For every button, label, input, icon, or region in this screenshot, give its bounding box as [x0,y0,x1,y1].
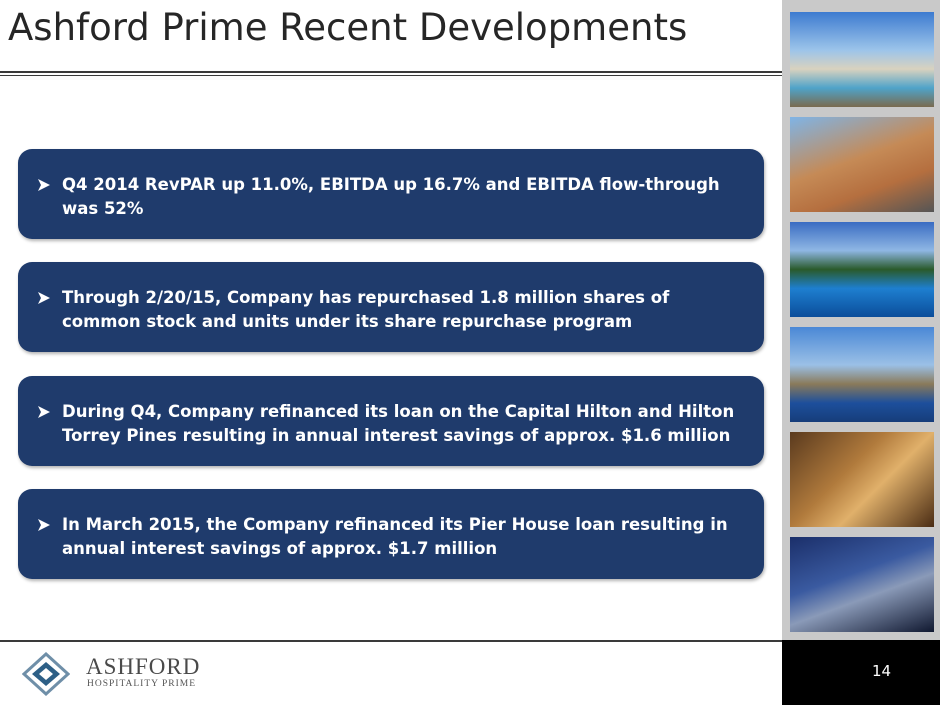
photo [790,12,934,107]
bullet-box: Through 2/20/15, Company has repurchased… [18,262,764,352]
bullet-box: In March 2015, the Company refinanced it… [18,489,764,579]
slide-title: Ashford Prime Recent Developments [8,6,688,49]
bullet-arrow [38,519,50,531]
bullet-arrow [38,406,50,418]
bullet-arrow [38,292,50,304]
logo-mark [22,652,70,696]
bullet-text: In March 2015, the Company refinanced it… [62,515,728,558]
photo [790,537,934,632]
logo-subtitle: HOSPITALITY PRIME [87,679,197,689]
title-rule [0,75,782,76]
bullet-arrow [38,179,50,191]
title-rule [0,71,782,73]
footer-rule [0,640,782,642]
photo [790,117,934,212]
logo-name: ASHFORD [86,654,201,679]
photo-column [782,0,940,640]
photo [790,432,934,527]
page-number: 14 [872,662,892,680]
bullet-box: Q4 2014 RevPAR up 11.0%, EBITDA up 16.7%… [18,149,764,239]
page-number-box: 14 [782,640,940,705]
bullet-text: Q4 2014 RevPAR up 11.0%, EBITDA up 16.7%… [62,175,720,218]
photo [790,222,934,317]
bullet-text: During Q4, Company refinanced its loan o… [62,402,735,445]
photo [790,327,934,422]
bullet-box: During Q4, Company refinanced its loan o… [18,376,764,466]
bullet-text: Through 2/20/15, Company has repurchased… [62,288,670,331]
